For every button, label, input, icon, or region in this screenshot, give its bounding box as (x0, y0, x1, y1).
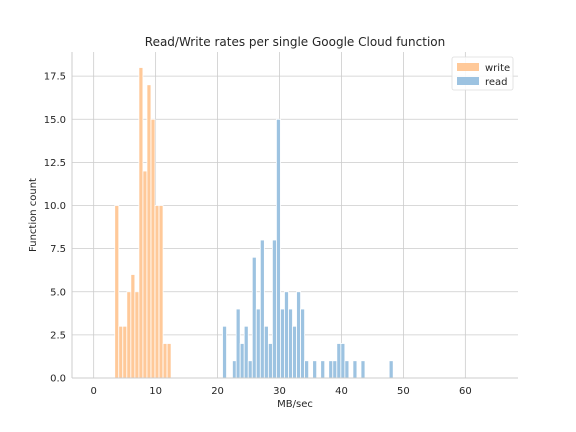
y-tick-label: 10.0 (44, 201, 66, 212)
x-tick-label: 40 (335, 386, 348, 397)
write-bar (154, 205, 160, 379)
legend-swatch-read (457, 77, 479, 85)
read-bar (388, 360, 394, 379)
y-axis-label: Function count (28, 178, 39, 252)
read-bar (340, 343, 346, 379)
read-bar (352, 360, 358, 379)
read-bar (255, 308, 261, 379)
write-bar (114, 205, 120, 379)
write-bar (126, 291, 132, 379)
read-bar (239, 343, 245, 379)
read-bar (243, 325, 249, 379)
read-bar (222, 325, 227, 379)
read-bar (251, 256, 257, 379)
write-bar (122, 325, 128, 379)
read-bar (247, 360, 253, 379)
write-bar (142, 170, 148, 379)
y-tick-label: 15.0 (44, 115, 66, 126)
read-bar (292, 325, 297, 379)
y-tick-label: 5.0 (50, 287, 66, 298)
chart-title: Read/Write rates per single Google Cloud… (145, 35, 445, 49)
read-bar (288, 308, 293, 379)
x-tick-label: 10 (149, 386, 162, 397)
write-bar (150, 118, 156, 379)
legend-label-read: read (485, 77, 508, 88)
read-bar (304, 360, 310, 379)
x-tick-label: 20 (211, 386, 224, 397)
read-bar (312, 360, 318, 379)
write-bar (158, 205, 164, 379)
legend-label-write: write (485, 63, 510, 74)
x-tick-label: 30 (273, 386, 286, 397)
series-read (222, 118, 394, 379)
read-bar (296, 291, 301, 379)
x-tick-label: 0 (90, 386, 96, 397)
read-bar (300, 308, 306, 379)
write-bar (146, 84, 152, 379)
y-tick-label: 2.5 (50, 330, 66, 341)
legend: write read (451, 56, 514, 91)
axes: 0 10 20 30 40 50 60 0.0 2.5 5.0 7.5 10.0 12.5 15.0 17.… (44, 52, 518, 397)
read-bar (235, 308, 241, 379)
write-bar (118, 325, 124, 379)
read-bar (284, 291, 289, 379)
write-bar (130, 274, 136, 379)
read-bar (336, 343, 342, 379)
read-bar (360, 360, 366, 379)
y-tick-label: 12.5 (44, 158, 66, 169)
read-bar (271, 239, 277, 379)
read-bar (344, 360, 350, 379)
y-tick-label: 7.5 (50, 244, 66, 255)
write-bar (134, 291, 140, 379)
series-write (114, 67, 172, 379)
read-bar (259, 239, 265, 379)
read-bar (328, 360, 334, 379)
write-bar (166, 343, 172, 379)
y-tick-label: 17.5 (44, 72, 66, 83)
read-bar (263, 325, 269, 379)
x-axis-label: MB/sec (277, 399, 313, 410)
read-bar (320, 360, 326, 379)
read-bar (276, 118, 281, 379)
x-tick-label: 60 (459, 386, 472, 397)
legend-swatch-write (457, 63, 479, 71)
y-tick-label: 0.0 (50, 374, 66, 385)
x-tick-label: 50 (397, 386, 410, 397)
write-bar (138, 67, 144, 379)
histogram-bars (114, 67, 394, 379)
write-bar (162, 343, 168, 379)
read-bar (332, 360, 338, 379)
read-bar (280, 308, 285, 379)
read-bar (267, 343, 273, 379)
